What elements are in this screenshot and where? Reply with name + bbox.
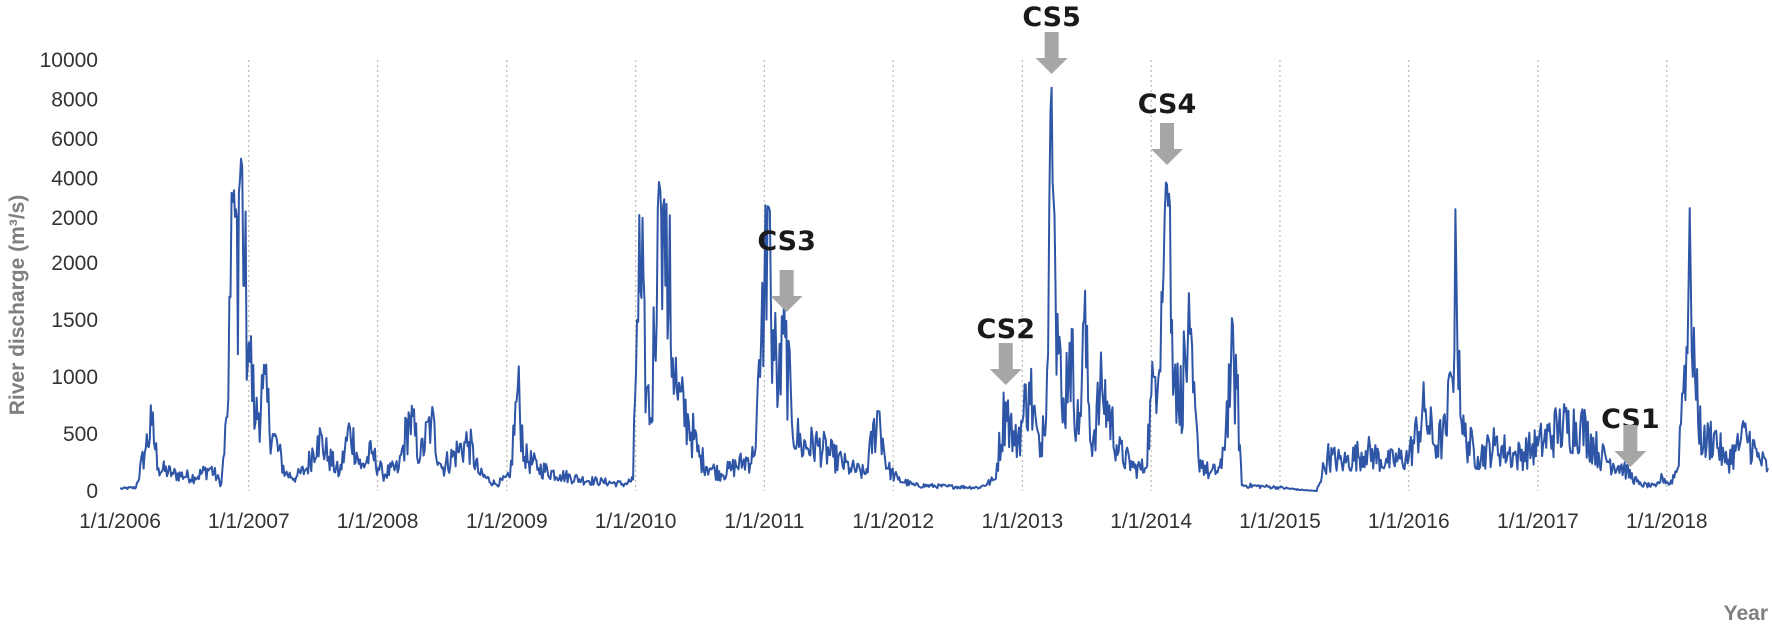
y-tick-label-lower: 1000 <box>51 366 98 389</box>
down-arrow-icon <box>989 343 1022 385</box>
annotations: CS1 CS2 CS3 CS4 CS5 <box>757 2 1660 467</box>
down-arrow-icon <box>1151 123 1184 165</box>
discharge-series-line <box>119 86 1769 492</box>
annotation-label: CS2 <box>976 314 1035 345</box>
y-axis-title: River discharge (m³/s) <box>6 195 29 416</box>
down-arrow-icon <box>1614 425 1647 467</box>
x-tick-label: 1/1/2006 <box>79 510 161 533</box>
down-arrow-icon <box>770 270 803 312</box>
x-tick-label: 1/1/2013 <box>981 510 1063 533</box>
x-tick-label: 1/1/2007 <box>208 510 290 533</box>
x-axis-title: Year <box>1724 602 1768 625</box>
annotation-cs3: CS3 <box>757 226 816 312</box>
y-tick-label-lower: 0 <box>86 480 98 503</box>
y-tick-label-lower: 500 <box>63 423 98 446</box>
annotation-label: CS4 <box>1138 89 1197 120</box>
x-tick-label: 1/1/2009 <box>466 510 548 533</box>
x-tick-label: 1/1/2015 <box>1239 510 1321 533</box>
x-tick-label: 1/1/2016 <box>1368 510 1450 533</box>
annotation-label: CS5 <box>1022 2 1081 33</box>
y-tick-label-upper: 6000 <box>51 128 98 151</box>
discharge-series <box>119 86 1769 492</box>
y-tick-label-lower: 2000 <box>51 252 98 275</box>
annotation-cs2: CS2 <box>976 314 1035 385</box>
annotation-cs1: CS1 <box>1601 404 1660 467</box>
x-tick-label: 1/1/2017 <box>1497 510 1579 533</box>
x-tick-labels: 1/1/2006 1/1/2007 1/1/2008 1/1/2009 1/1/2010… <box>79 510 1707 533</box>
x-tick-label: 1/1/2011 <box>724 510 804 533</box>
annotation-cs4: CS4 <box>1138 89 1197 165</box>
x-tick-label: 1/1/2008 <box>337 510 419 533</box>
y-tick-labels: 10000 8000 6000 4000 2000 2000 1500 1000 500 0 <box>40 49 98 503</box>
x-tick-label: 1/1/2010 <box>595 510 677 533</box>
x-tick-label: 1/1/2014 <box>1110 510 1192 533</box>
x-tick-label: 1/1/2012 <box>852 510 934 533</box>
annotation-label: CS3 <box>757 226 816 257</box>
y-tick-label-upper: 8000 <box>51 89 98 112</box>
x-tick-label: 1/1/2018 <box>1626 510 1708 533</box>
y-tick-label-upper: 4000 <box>51 168 98 191</box>
y-tick-label-upper: 2000 <box>51 207 98 230</box>
y-tick-label-upper: 10000 <box>40 49 98 72</box>
down-arrow-icon <box>1035 32 1068 74</box>
annotation-cs5: CS5 <box>1022 2 1081 74</box>
y-tick-label-lower: 1500 <box>51 309 98 332</box>
